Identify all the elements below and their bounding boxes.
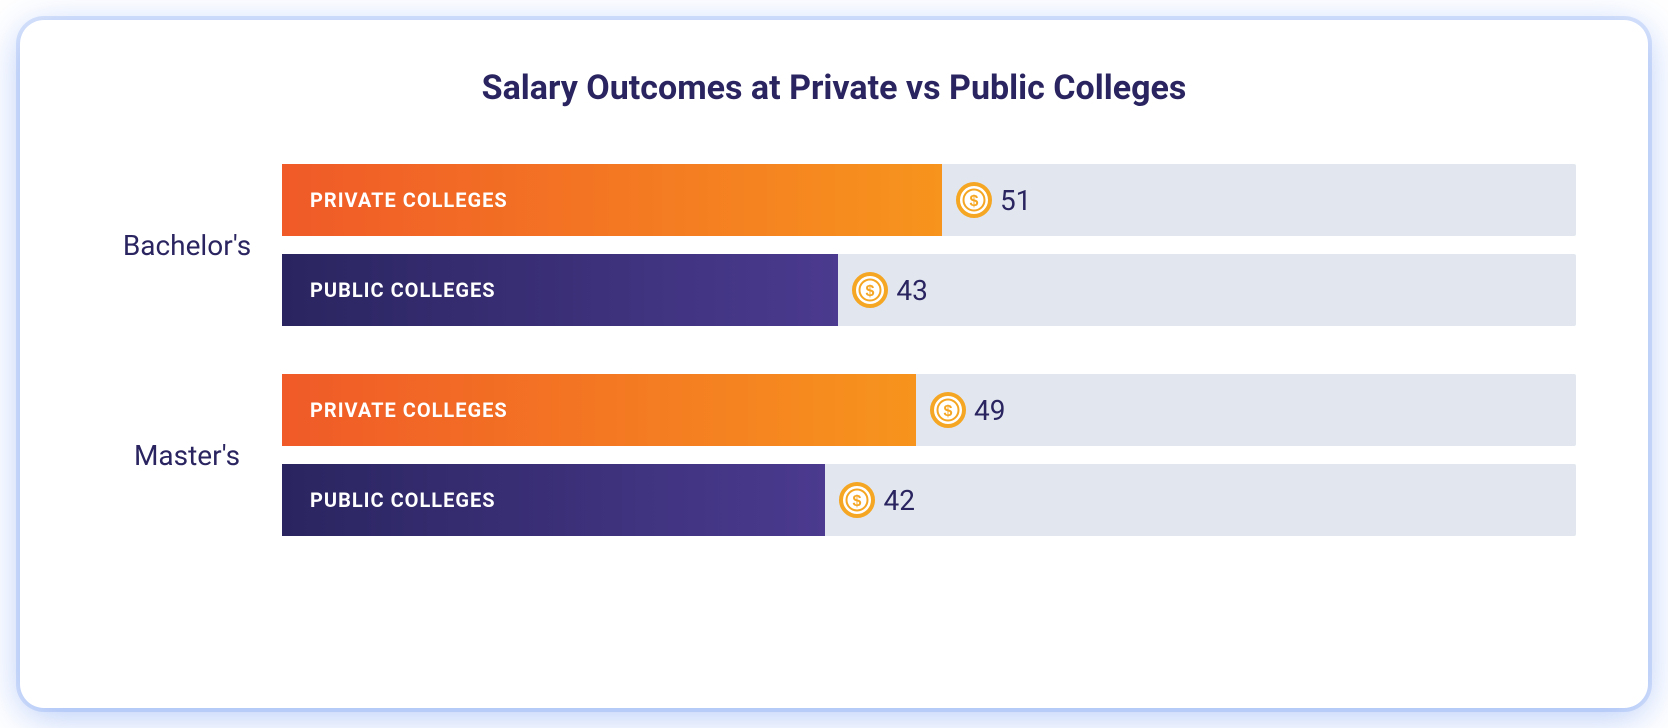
value-text: 43 [896, 274, 927, 307]
bar-label: PRIVATE COLLEGES [310, 188, 508, 212]
coin-icon: $ [839, 482, 875, 518]
bar-label: PUBLIC COLLEGES [310, 278, 496, 302]
bar-row: PRIVATE COLLEGES $ 51 [282, 164, 1576, 236]
group-masters: Master's PRIVATE COLLEGES $ 49 PUBLIC CO… [92, 374, 1576, 536]
bar-fill: PRIVATE COLLEGES [282, 374, 916, 446]
group-bars: PRIVATE COLLEGES $ 49 PUBLIC COLLEGES $ … [282, 374, 1576, 536]
bar-row: PUBLIC COLLEGES $ 42 [282, 464, 1576, 536]
bar-row: PRIVATE COLLEGES $ 49 [282, 374, 1576, 446]
coin-icon: $ [930, 392, 966, 428]
svg-text:$: $ [853, 493, 862, 510]
bar-row: PUBLIC COLLEGES $ 43 [282, 254, 1576, 326]
value-text: 49 [974, 394, 1005, 427]
group-bachelors: Bachelor's PRIVATE COLLEGES $ 51 PUBLIC … [92, 164, 1576, 326]
group-label: Bachelor's [92, 229, 282, 262]
bar-label: PUBLIC COLLEGES [310, 488, 496, 512]
svg-text:$: $ [969, 193, 978, 210]
bar-value: $ 43 [838, 272, 927, 308]
bar-fill: PUBLIC COLLEGES [282, 254, 838, 326]
svg-text:$: $ [944, 403, 953, 420]
bar-value: $ 49 [916, 392, 1005, 428]
chart-title: Salary Outcomes at Private vs Public Col… [92, 68, 1576, 108]
svg-text:$: $ [866, 283, 875, 300]
group-label: Master's [92, 439, 282, 472]
bar-label: PRIVATE COLLEGES [310, 398, 508, 422]
value-text: 42 [883, 484, 914, 517]
bar-value: $ 42 [825, 482, 914, 518]
group-bars: PRIVATE COLLEGES $ 51 PUBLIC COLLEGES $ … [282, 164, 1576, 326]
bar-fill: PUBLIC COLLEGES [282, 464, 825, 536]
coin-icon: $ [852, 272, 888, 308]
value-text: 51 [1000, 184, 1031, 217]
coin-icon: $ [956, 182, 992, 218]
bar-fill: PRIVATE COLLEGES [282, 164, 942, 236]
bar-value: $ 51 [942, 182, 1031, 218]
salary-chart-card: Salary Outcomes at Private vs Public Col… [20, 20, 1648, 708]
